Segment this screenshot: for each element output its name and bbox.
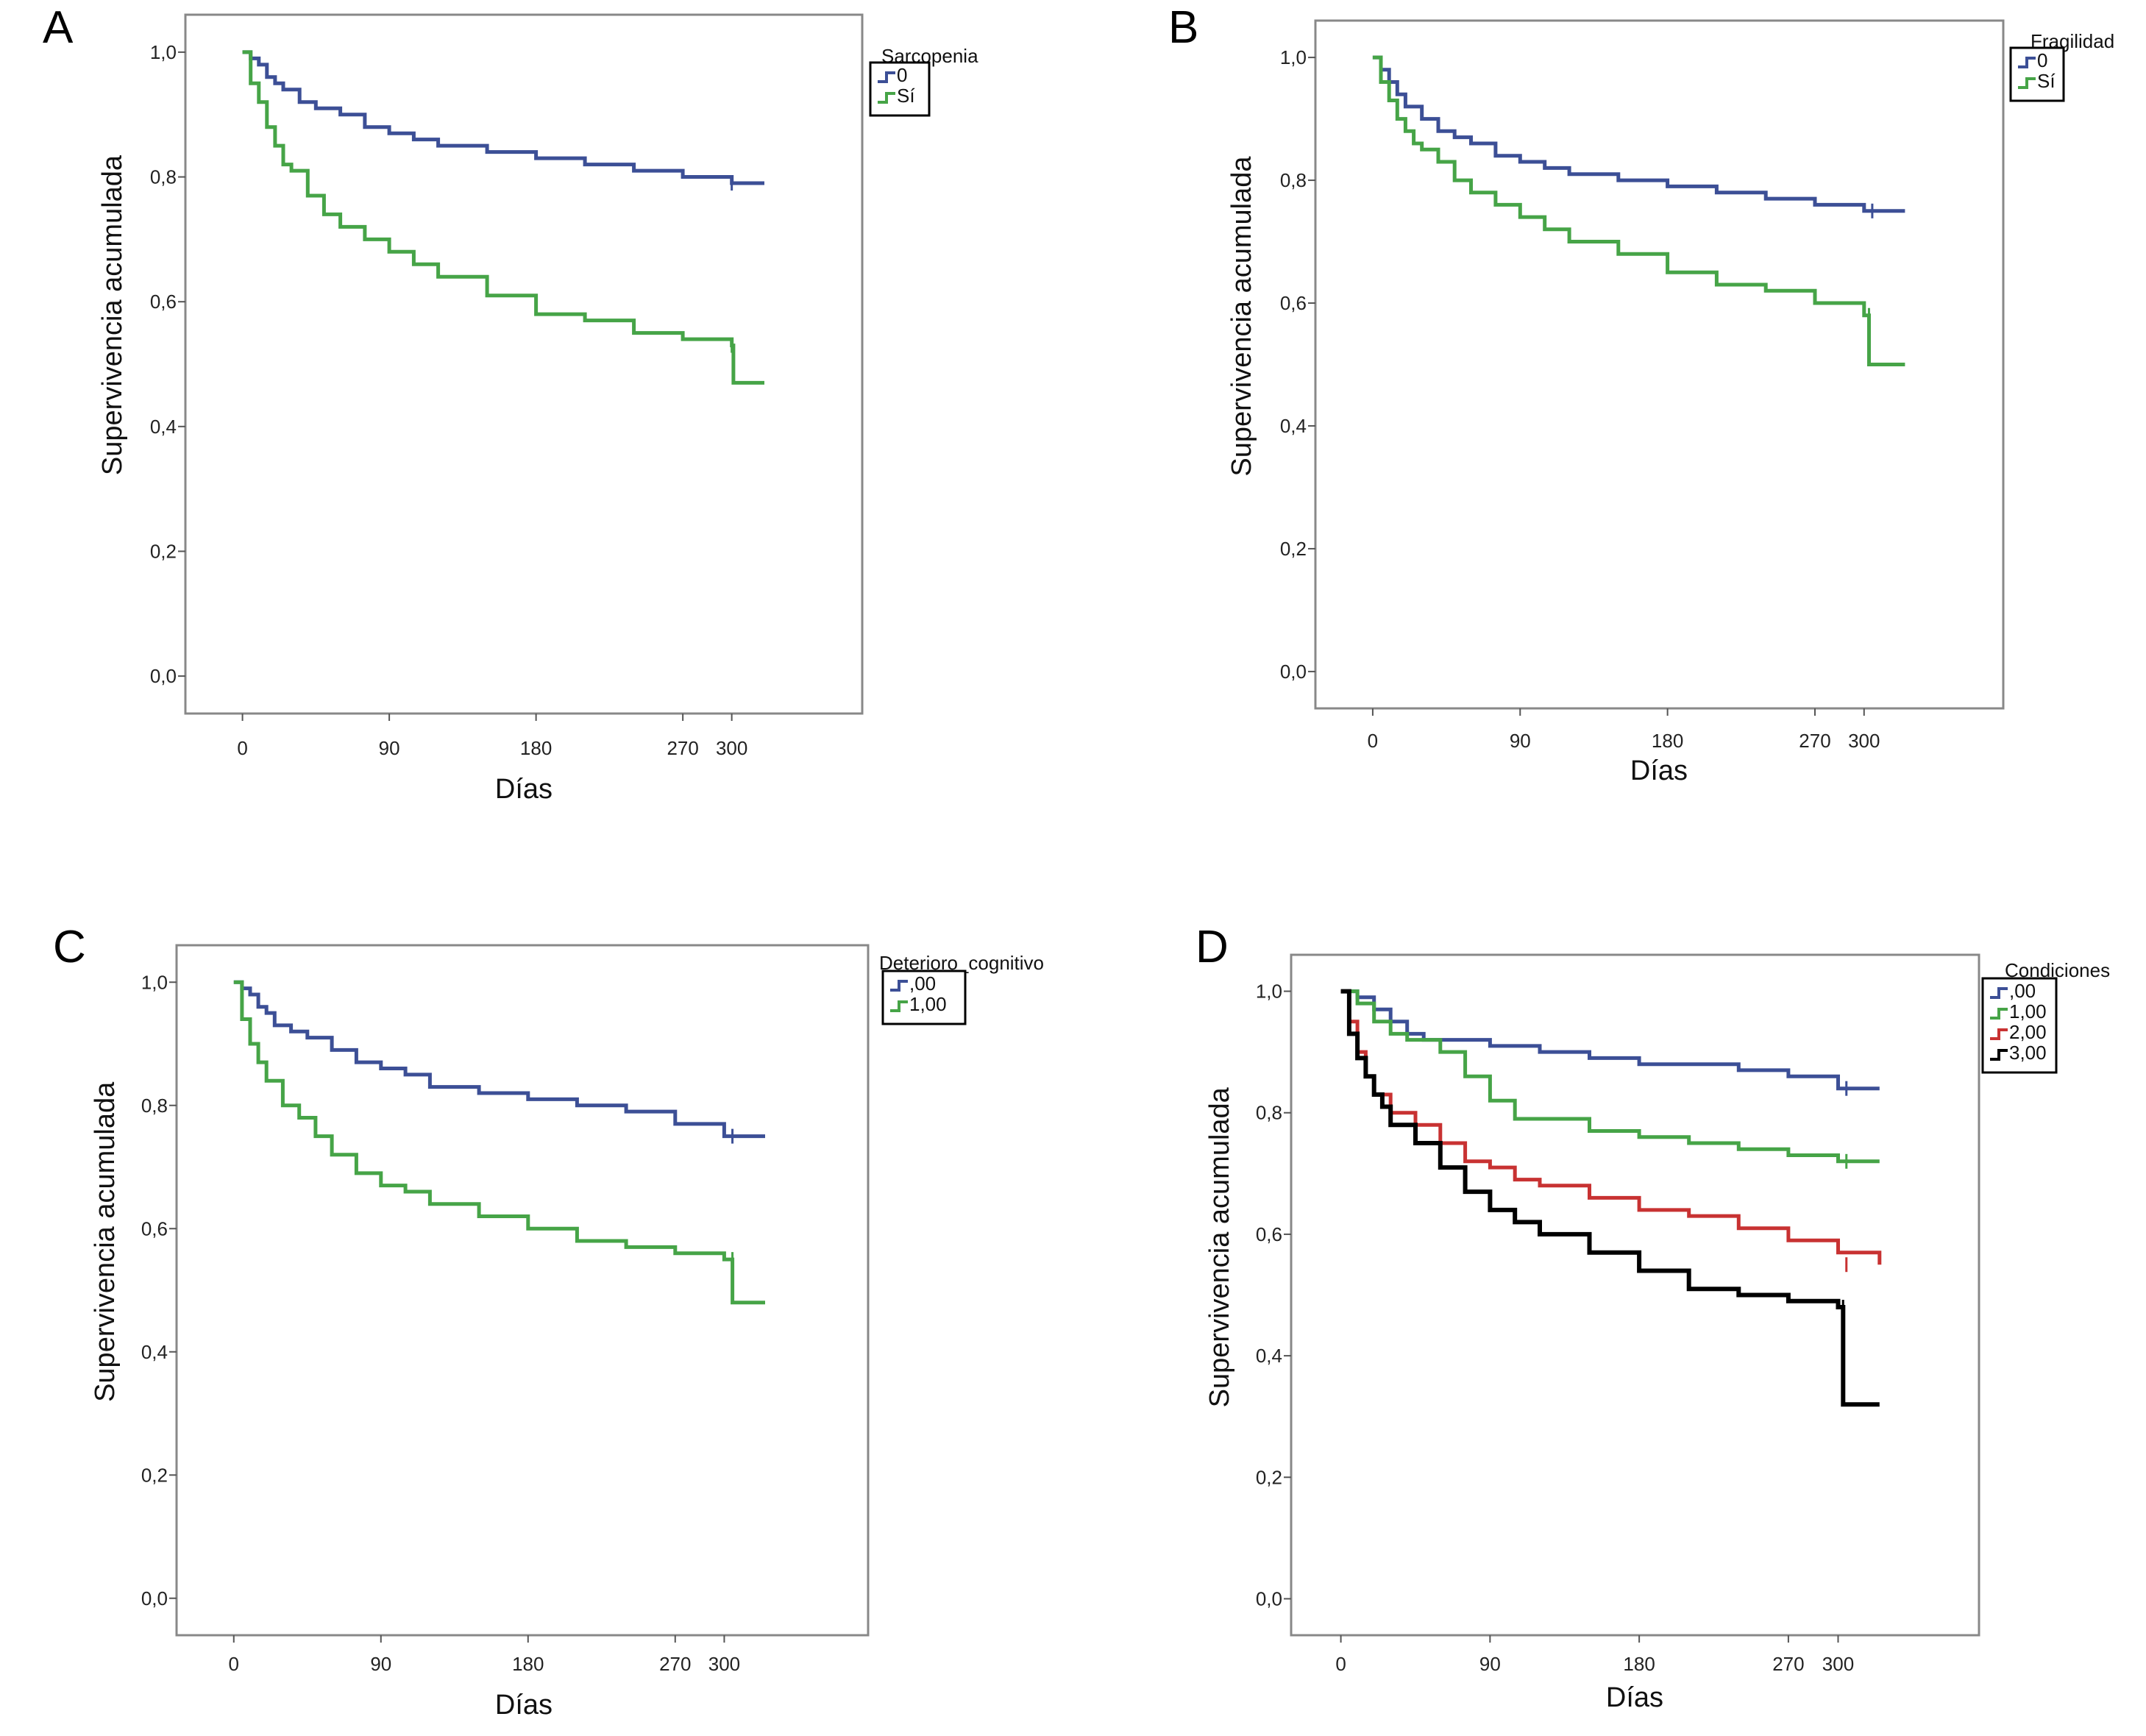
y-tick-label: 0,8 <box>150 166 177 188</box>
panel-a: A Sarcopenia 0,00,20,40,60,81,00 90 180 270… <box>43 2 978 805</box>
y-tick-label: 0,0 <box>1280 661 1307 683</box>
y-axis-label: Supervivencia acumulada <box>1204 1086 1235 1407</box>
x-tick-label: 270 <box>659 1653 691 1675</box>
legend-swatch <box>2018 77 2036 89</box>
x-tick-label: 0 <box>1335 1653 1346 1675</box>
panel-letter-b: B <box>1168 2 1198 53</box>
panel-b: B Fragilidad 0,00,20,40,60,81,00 90 180 270… <box>1168 2 2114 786</box>
x-axis-label: Días <box>1630 755 1688 786</box>
y-tick-label: 0,0 <box>141 1587 168 1609</box>
series-line-0 <box>1340 989 1880 1091</box>
x-tick-label: 300 <box>1822 1653 1854 1675</box>
panel-letter-a: A <box>43 2 74 53</box>
x-tick-label: 270 <box>1772 1653 1804 1675</box>
series-line-1 <box>242 50 764 385</box>
legend-label: 0 <box>897 64 907 86</box>
series-line-0 <box>242 50 764 185</box>
legend-box <box>2009 46 2065 102</box>
x-axis-label: Días <box>495 774 553 805</box>
legend-swatch <box>878 71 895 83</box>
series-line-1 <box>1340 989 1880 1164</box>
y-tick-label: 0,4 <box>1280 415 1307 437</box>
legend-swatch <box>1990 1008 2008 1020</box>
legend-label: 0 <box>2037 49 2047 71</box>
legend-swatch <box>890 980 908 992</box>
y-axis-label: Supervivencia acumulada <box>90 1081 121 1402</box>
x-tick-label: 0 <box>229 1653 239 1675</box>
x-tick-label: 300 <box>1848 730 1880 752</box>
y-tick-label: 0,2 <box>150 540 177 562</box>
y-tick-label: 0,4 <box>1256 1345 1282 1367</box>
panel-letter-d: D <box>1195 922 1229 972</box>
panel-c: C Deterioro_cognitivo 0,00,20,40,60,81,0… <box>53 922 1044 1721</box>
series-line-1 <box>233 980 765 1305</box>
legend-label: 2,00 <box>2009 1021 2047 1043</box>
plot-frame <box>1314 19 2005 710</box>
x-tick-label: 90 <box>1510 730 1531 752</box>
x-tick-label: 0 <box>1368 730 1378 752</box>
legend-label: ,00 <box>2009 980 2036 1002</box>
y-tick-label: 1,0 <box>150 41 177 63</box>
legend-box <box>869 61 931 117</box>
y-tick-label: 0,2 <box>141 1464 168 1486</box>
y-tick-label: 0,8 <box>1256 1102 1282 1124</box>
legend-swatch <box>890 1000 908 1012</box>
y-tick-label: 0,4 <box>141 1341 168 1363</box>
x-axis-label: Días <box>495 1690 553 1721</box>
x-tick-label: 300 <box>716 737 747 759</box>
y-tick-label: 0,2 <box>1280 538 1307 560</box>
legend-label: ,00 <box>909 972 936 995</box>
plot-frame <box>175 944 870 1637</box>
series-line-0 <box>233 980 765 1139</box>
y-tick-label: 0,8 <box>141 1095 168 1117</box>
legend-label: 1,00 <box>909 993 947 1015</box>
x-tick-label: 90 <box>379 737 400 759</box>
plot-frame <box>184 13 864 715</box>
panel-d: D Condiciones 0,00,20,40,60,81,00 90 180 27… <box>1195 922 2110 1713</box>
y-tick-label: 0,2 <box>1256 1466 1282 1488</box>
legend-box <box>881 970 967 1025</box>
y-axis-label: Supervivencia acumulada <box>1226 156 1257 477</box>
y-tick-label: 0,8 <box>1280 169 1307 191</box>
series-line-0 <box>1372 55 1905 213</box>
x-tick-label: 180 <box>520 737 552 759</box>
y-tick-label: 1,0 <box>1256 981 1282 1003</box>
plot-frame <box>1290 953 1980 1637</box>
x-tick-label: 180 <box>512 1653 544 1675</box>
legend-swatch <box>1990 987 2008 999</box>
y-tick-label: 1,0 <box>1280 46 1307 68</box>
legend-label: 1,00 <box>2009 1000 2047 1022</box>
legend-swatch <box>1990 1049 2008 1061</box>
y-tick-label: 0,4 <box>150 416 177 438</box>
y-tick-label: 0,6 <box>1256 1223 1282 1245</box>
x-tick-label: 270 <box>667 737 698 759</box>
y-tick-label: 0,6 <box>141 1217 168 1239</box>
legend-swatch <box>2018 57 2036 68</box>
legend-box <box>1981 977 2058 1074</box>
panel-letter-c: C <box>53 922 86 972</box>
y-tick-label: 0,6 <box>1280 292 1307 314</box>
legend-label: 3,00 <box>2009 1042 2047 1064</box>
y-tick-label: 0,0 <box>1256 1587 1282 1609</box>
series-line-1 <box>1372 55 1905 366</box>
series-line-3 <box>1340 989 1880 1407</box>
legend-swatch <box>878 92 895 104</box>
y-axis-label: Supervivencia acumulada <box>97 154 128 475</box>
legend-label: Sí <box>897 85 915 107</box>
y-tick-label: 0,0 <box>150 665 177 687</box>
x-tick-label: 300 <box>708 1653 740 1675</box>
x-tick-label: 90 <box>370 1653 391 1675</box>
x-axis-label: Días <box>1606 1682 1663 1713</box>
legend-swatch <box>1990 1028 2008 1040</box>
y-tick-label: 0,6 <box>150 291 177 313</box>
x-tick-label: 180 <box>1652 730 1683 752</box>
legend-label: Sí <box>2037 70 2056 92</box>
x-tick-label: 90 <box>1479 1653 1501 1675</box>
y-tick-label: 1,0 <box>141 971 168 993</box>
x-tick-label: 270 <box>1799 730 1830 752</box>
x-tick-label: 180 <box>1623 1653 1655 1675</box>
x-tick-label: 0 <box>237 737 247 759</box>
